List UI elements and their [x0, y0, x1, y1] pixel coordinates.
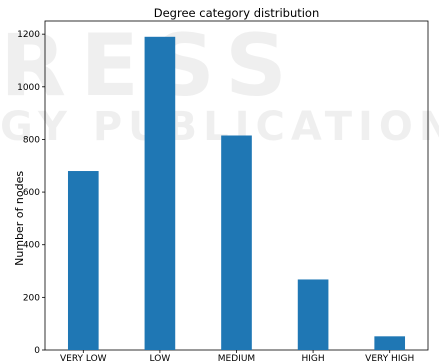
y-axis-ticks: 0 200 400 600 800 1000 1200 — [17, 30, 45, 356]
y-tick-label: 400 — [23, 241, 40, 251]
y-tick-label: 0 — [34, 346, 40, 356]
y-axis-title: Number of nodes — [13, 171, 26, 266]
y-tick-label: 600 — [23, 188, 40, 198]
x-tick-label: VERY LOW — [60, 354, 107, 363]
bar-high — [297, 279, 329, 350]
bar-very-high — [374, 336, 406, 350]
x-tick-label: HIGH — [302, 354, 325, 363]
chart-title: Degree category distribution — [154, 6, 320, 20]
y-tick-label: 1000 — [17, 83, 40, 93]
bars — [67, 36, 406, 351]
x-tick-label: MEDIUM — [218, 354, 255, 363]
x-tick-label: LOW — [150, 354, 171, 363]
watermark-line-1: RESS — [0, 16, 301, 116]
bar-medium — [221, 135, 252, 350]
y-tick-label: 800 — [23, 135, 40, 145]
x-tick-label: VERY HIGH — [365, 354, 414, 363]
y-tick-label: 200 — [23, 293, 40, 303]
bar-low — [144, 36, 176, 351]
watermark: RESS GY PUBLICATIONS — [0, 16, 439, 150]
x-axis-ticks: VERY LOW LOW MEDIUM HIGH VERY HIGH — [60, 350, 414, 363]
bar-very-low — [67, 171, 99, 350]
y-tick-label: 1200 — [17, 30, 40, 40]
watermark-line-2: GY PUBLICATIONS — [0, 104, 439, 150]
